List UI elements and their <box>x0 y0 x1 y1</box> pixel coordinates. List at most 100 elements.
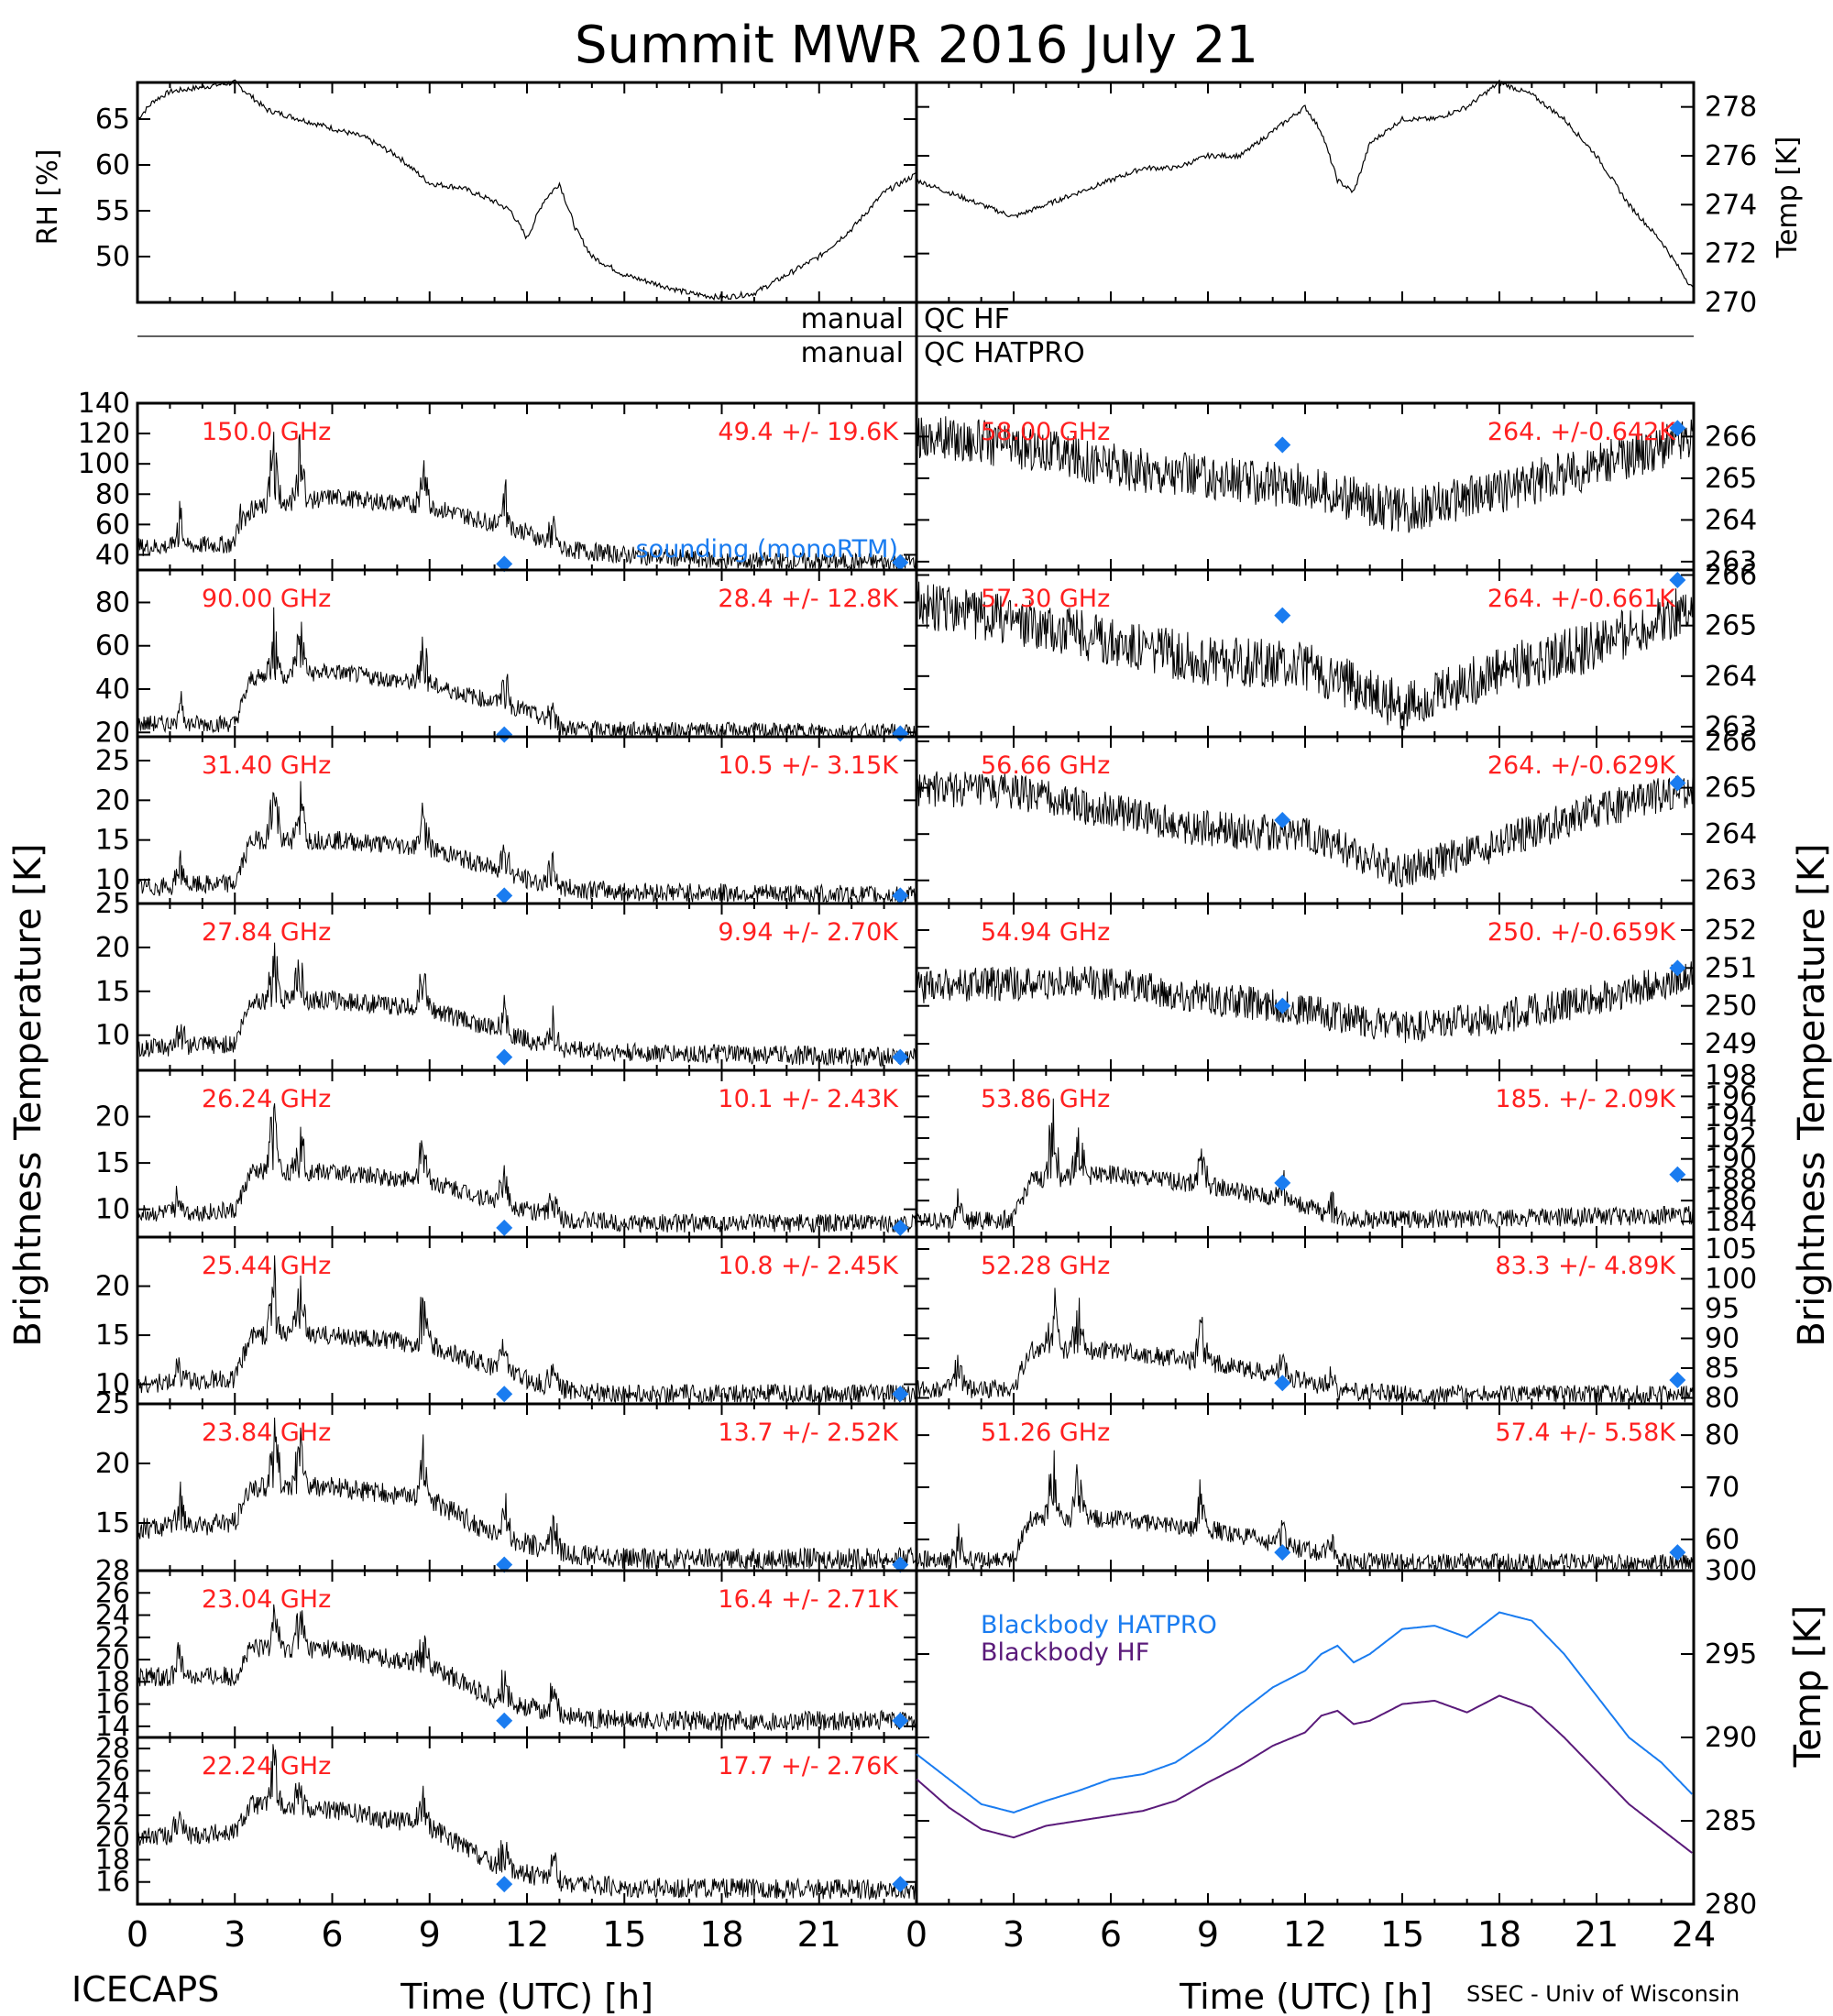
y-tick-label: 10 <box>95 1369 130 1401</box>
channel-stat: 49.4 +/- 19.6K <box>718 418 899 446</box>
channel-label: 56.66 GHz <box>981 751 1110 780</box>
sounding-marker <box>1669 959 1686 977</box>
y-tick-label: 272 <box>1705 238 1757 270</box>
y-tick-label: 80 <box>95 478 130 510</box>
y-tick-label: 85 <box>1705 1353 1740 1385</box>
channel-label: 90.00 GHz <box>202 585 331 613</box>
y-tick-label: 18 <box>95 1666 130 1698</box>
channel-stat: 9.94 +/- 2.70K <box>718 918 899 947</box>
y-tick-label: 14 <box>95 1711 130 1743</box>
bt-series-line <box>916 1450 1695 1571</box>
y-tick-label: 80 <box>95 586 130 619</box>
y-tick-label: 263 <box>1705 546 1757 578</box>
x-axis-label-right: Time (UTC) [h] <box>1179 1977 1432 2016</box>
channel-stat: 264. +/-0.661K <box>1487 585 1676 613</box>
y-tick-label: 251 <box>1705 952 1757 984</box>
y-tick-label: 274 <box>1705 189 1757 221</box>
y-tick-label: 70 <box>1705 1472 1740 1504</box>
hf-series-line <box>916 1694 1693 1854</box>
x-axis-label-left: Time (UTC) [h] <box>400 1977 653 2016</box>
y-tick-label: 40 <box>95 539 130 571</box>
sounding-marker <box>1669 1544 1686 1561</box>
y-tick-label: 186 <box>1705 1185 1757 1217</box>
y-tick-label: 264 <box>1705 504 1757 536</box>
y-tick-label: 265 <box>1705 463 1757 495</box>
channel-label: 23.84 GHz <box>202 1419 331 1447</box>
y-tick-label: 10 <box>95 864 130 896</box>
y-tick-label: 60 <box>95 630 130 663</box>
y-tick-label: 190 <box>1705 1144 1757 1176</box>
bt-series-line <box>916 771 1695 888</box>
sounding-marker <box>1669 572 1686 589</box>
channel-stat: 57.4 +/- 5.58K <box>1495 1419 1676 1447</box>
sounding-marker <box>496 1556 513 1573</box>
sounding-marker <box>892 1386 909 1403</box>
y-tick-label: 26 <box>95 1755 130 1787</box>
y-tick-label: 266 <box>1705 560 1757 592</box>
channel-label: 58.00 GHz <box>981 418 1110 446</box>
channel-stat: 13.7 +/- 2.52K <box>718 1419 899 1447</box>
qc-hf-label: QC HF <box>924 303 1010 335</box>
channel-stat: 264. +/-0.629K <box>1487 751 1676 780</box>
panel-right-0: 263 264 265 266 58.00 GHz 264. +/-0.642K <box>915 401 1757 578</box>
sounding-marker <box>1274 1174 1291 1191</box>
temp-axis-label-bottom: Temp [K] <box>1787 1605 1829 1769</box>
sounding-marker <box>892 553 909 571</box>
channel-label: 22.24 GHz <box>202 1752 331 1780</box>
channel-label: 52.28 GHz <box>981 1252 1110 1280</box>
bt-series-line <box>916 1098 1695 1231</box>
channel-stat: 17.7 +/- 2.76K <box>718 1752 899 1780</box>
channel-label: 31.40 GHz <box>202 751 331 780</box>
x-tick-label-left: 0 <box>126 1914 148 1955</box>
channel-label: 26.24 GHz <box>202 1085 331 1113</box>
y-tick-label: 22 <box>95 1622 130 1654</box>
qc-manual-label-2: manual <box>801 337 904 369</box>
channel-label: 51.26 GHz <box>981 1419 1110 1447</box>
y-tick-label: 15 <box>95 976 130 1008</box>
panel-frame <box>136 81 918 304</box>
y-tick-label: 265 <box>1705 610 1757 642</box>
y-tick-label: 188 <box>1705 1164 1757 1196</box>
y-tick-label: 15 <box>95 1320 130 1352</box>
y-tick-label: 270 <box>1705 287 1757 319</box>
sounding-marker <box>892 1876 909 1893</box>
y-tick-label: 65 <box>95 104 130 136</box>
legend-hatpro: Blackbody HATPRO <box>981 1611 1217 1639</box>
sounding-legend: sounding (monoRTM) <box>636 535 898 564</box>
sounding-marker <box>892 1048 909 1066</box>
panel-left-1: 20 40 60 80 90.00 GHz 28.4 +/- 12.8K <box>95 568 918 749</box>
y-tick-label: 60 <box>95 149 130 181</box>
sounding-marker <box>1669 774 1686 792</box>
y-tick-label: 95 <box>1705 1293 1740 1325</box>
x-tick-label-left: 12 <box>505 1914 549 1955</box>
y-tick-label: 25 <box>95 745 130 777</box>
sounding-marker <box>892 1556 909 1573</box>
panel-right-blackbody: 280 285 290 295 300 Blackbody HATPROBlackbody… <box>915 1555 1757 1921</box>
y-tick-label: 250 <box>1705 991 1757 1023</box>
y-tick-label: 285 <box>1705 1805 1757 1837</box>
sounding-marker <box>1669 1166 1686 1183</box>
sounding-marker <box>496 1219 513 1236</box>
y-tick-label: 15 <box>95 1147 130 1179</box>
channel-label: 54.94 GHz <box>981 918 1110 947</box>
y-tick-label: 264 <box>1705 661 1757 693</box>
x-tick-label-right: 18 <box>1477 1914 1521 1955</box>
y-tick-label: 20 <box>95 1822 130 1854</box>
channel-label: 53.86 GHz <box>981 1085 1110 1113</box>
channel-label: 150.0 GHz <box>202 418 331 446</box>
channel-stat: 185. +/- 2.09K <box>1495 1085 1676 1113</box>
y-tick-label: 192 <box>1705 1123 1757 1155</box>
channel-stat: 16.4 +/- 2.71K <box>718 1585 899 1614</box>
sounding-marker <box>496 1712 513 1729</box>
sounding-marker <box>892 1712 909 1729</box>
panels: 5055606527027227427627840608010012014015… <box>78 79 1757 1955</box>
bt-series-line <box>137 781 917 904</box>
channel-stat: 10.8 +/- 2.45K <box>718 1252 899 1280</box>
y-tick-label: 266 <box>1705 421 1757 453</box>
channel-stat: 83.3 +/- 4.89K <box>1495 1252 1676 1280</box>
y-tick-label: 105 <box>1705 1233 1757 1265</box>
channel-label: 25.44 GHz <box>202 1252 331 1280</box>
sounding-marker <box>1274 997 1291 1014</box>
